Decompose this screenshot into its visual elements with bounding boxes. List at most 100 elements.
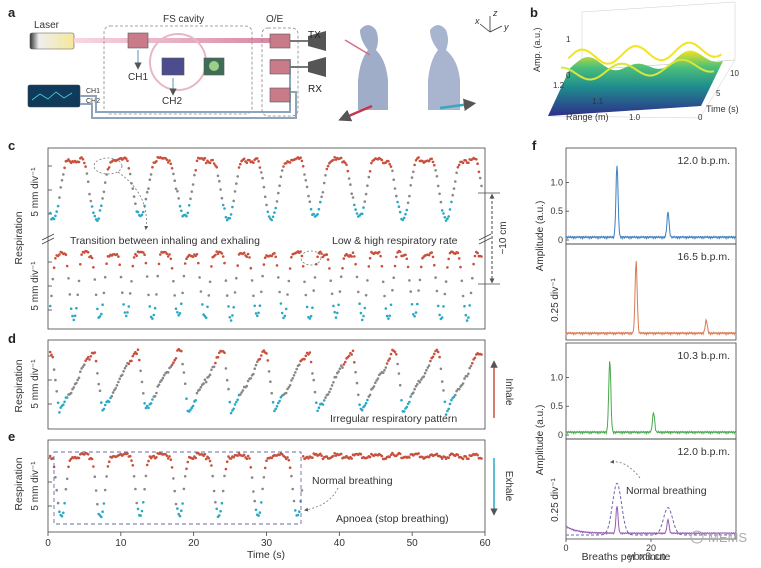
- trace-dot: [225, 294, 229, 297]
- axis-z-label: z: [492, 8, 498, 18]
- trace-dot: [189, 197, 192, 201]
- trace-dot: [278, 184, 281, 187]
- trace-dot: [211, 158, 214, 162]
- trace-dot: [102, 502, 106, 505]
- trace-dot: [67, 465, 70, 469]
- panel-d-scale: 5 mm div⁻¹: [30, 359, 41, 409]
- trace-dot: [145, 463, 149, 467]
- trace-dot: [143, 204, 146, 208]
- trace-dot: [114, 387, 117, 390]
- trace-dot: [451, 193, 455, 197]
- surface-x-label: Range (m): [566, 112, 609, 122]
- trace-dot: [223, 207, 226, 210]
- trace-dot: [89, 199, 93, 203]
- trace-dot: [463, 304, 466, 308]
- trace-dot: [51, 457, 55, 460]
- trace-dot: [332, 304, 335, 308]
- trace-dot: [180, 349, 183, 353]
- trace-dot: [360, 212, 364, 216]
- trace-dot: [182, 274, 186, 278]
- trace-dot: [195, 159, 199, 163]
- trace-dot: [147, 459, 150, 463]
- trace-dot: [151, 398, 154, 401]
- trace-dot: [97, 382, 100, 386]
- trace-dot: [144, 261, 148, 265]
- trace-dot: [126, 311, 129, 314]
- trace-dot: [107, 166, 111, 169]
- trace-dot: [58, 253, 61, 256]
- trace-dot: [225, 218, 229, 222]
- trace-dot: [199, 385, 203, 389]
- trace-dot: [131, 264, 135, 268]
- trace-dot: [413, 315, 416, 318]
- trace-dot: [324, 396, 327, 399]
- trace-dot: [50, 353, 53, 357]
- trace-dot: [166, 457, 170, 460]
- trace-dot: [142, 501, 145, 504]
- trace-dot: [463, 377, 466, 380]
- trace-dot: [197, 261, 200, 265]
- spectrum-line-2: [565, 261, 737, 337]
- trace-dot: [155, 391, 158, 395]
- trace-dot: [351, 251, 355, 254]
- oe-tx-module: [269, 33, 291, 49]
- trace-dot: [324, 174, 327, 177]
- trace-dot: [84, 359, 87, 363]
- trace-dot: [144, 197, 148, 201]
- trace-dot: [347, 177, 351, 180]
- modulator-2: [161, 57, 185, 76]
- trace-dot: [395, 194, 398, 198]
- trace-dot: [416, 382, 419, 386]
- trace-dot: [198, 276, 201, 279]
- spectrum-xlabel: Breaths per minute: [582, 551, 671, 563]
- trace-dot: [166, 255, 170, 258]
- trace-dot: [121, 291, 124, 295]
- trace-dot: [290, 474, 293, 478]
- trace-dot: [338, 367, 342, 371]
- trace-dot: [304, 354, 308, 358]
- trace-dot: [354, 208, 357, 211]
- trace-dot: [127, 305, 131, 308]
- trace-dot: [220, 501, 224, 505]
- apnoea-callout-arrow: [304, 487, 339, 512]
- trace-dot: [77, 376, 81, 380]
- trace-dot: [106, 465, 110, 468]
- trace-dot: [313, 276, 317, 279]
- trace-dot: [311, 306, 314, 310]
- trace-dot: [387, 359, 390, 362]
- transition-highlight: [93, 157, 123, 175]
- trace-dot: [165, 252, 169, 256]
- trace-dot: [58, 510, 61, 513]
- trace-dot: [270, 254, 274, 258]
- time-tick-label: 60: [479, 538, 491, 549]
- spectrum-frame-2: [565, 243, 737, 341]
- trace-dot: [440, 316, 444, 319]
- trace-dot: [239, 393, 242, 396]
- trace-dot: [248, 158, 251, 162]
- trace-dot: [102, 407, 106, 411]
- trace-dot: [257, 514, 260, 517]
- trace-dot: [332, 381, 335, 384]
- trace-dot: [186, 460, 190, 464]
- trace-dot: [305, 305, 309, 309]
- trace-dot: [252, 294, 255, 298]
- trace-dot: [406, 402, 410, 406]
- trace-dot: [139, 514, 142, 517]
- trace-dot: [267, 370, 271, 373]
- trace-dot: [155, 456, 158, 459]
- trace-dot: [127, 362, 131, 366]
- trace-dot: [75, 306, 78, 310]
- trace-dot: [277, 191, 280, 195]
- trace-dot: [93, 475, 97, 479]
- rate-highlight: [300, 250, 322, 266]
- trace-dot: [480, 457, 483, 460]
- trace-dot: [236, 454, 239, 457]
- trace-dot: [261, 176, 264, 180]
- axis-break-left: [41, 233, 55, 245]
- trace-dot: [100, 204, 103, 207]
- trace-dot: [288, 384, 292, 387]
- trace-dot: [190, 190, 194, 193]
- trace-dot: [118, 263, 121, 267]
- trace-dot: [434, 276, 437, 279]
